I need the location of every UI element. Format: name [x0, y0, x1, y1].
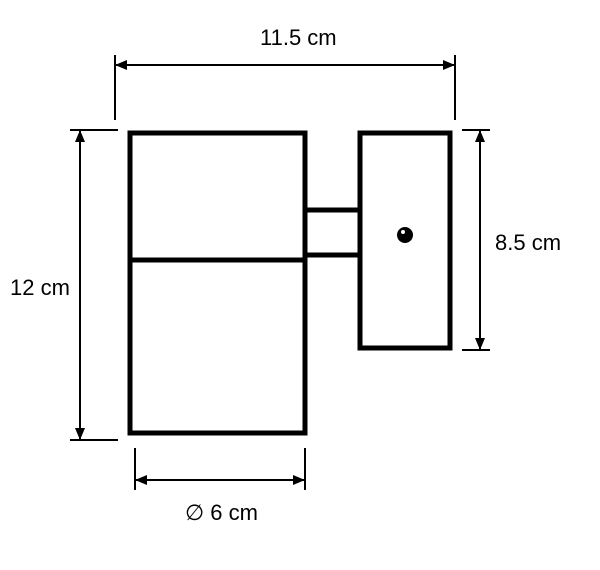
dimension-top: 11.5 cm — [115, 25, 455, 120]
dimension-left: 12 cm — [10, 130, 118, 440]
dimension-right-label: 8.5 cm — [495, 230, 561, 255]
dimension-left-label: 12 cm — [10, 275, 70, 300]
dimension-right: 8.5 cm — [462, 130, 561, 350]
screw-icon — [397, 227, 413, 243]
dimension-bottom: ∅ 6 cm — [135, 448, 305, 525]
body-upper-rect — [130, 133, 305, 260]
dimension-bottom-label: ∅ 6 cm — [185, 500, 258, 525]
lamp-body — [130, 133, 305, 433]
body-lower-rect — [130, 260, 305, 433]
lamp-neck — [305, 210, 360, 255]
dimension-diagram: 11.5 cm 12 cm 8.5 cm ∅ 6 cm — [0, 0, 600, 570]
dimension-top-label: 11.5 cm — [260, 25, 337, 50]
